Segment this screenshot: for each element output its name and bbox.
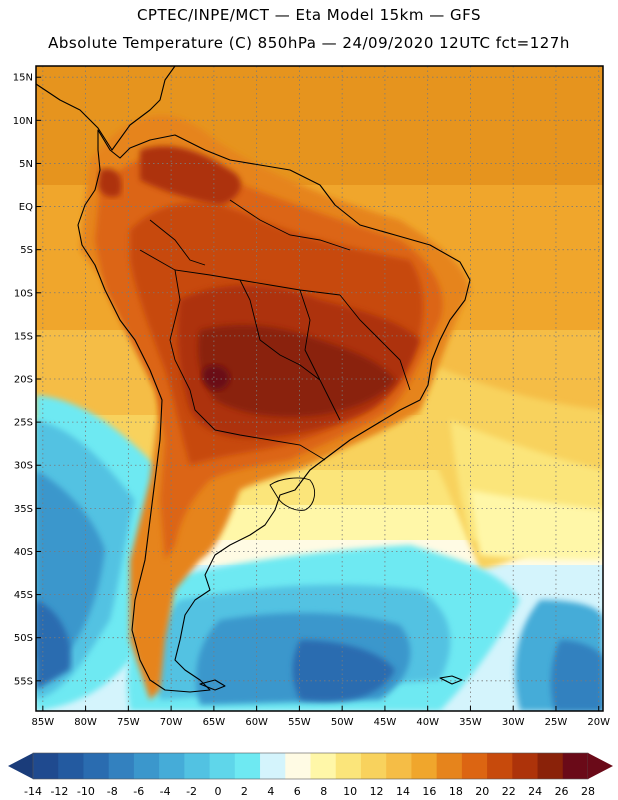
lon-label: 35W xyxy=(459,717,482,728)
colorbar-label: 26 xyxy=(555,785,569,798)
lat-label: 20S xyxy=(14,375,33,386)
colorbar-swatch xyxy=(184,753,211,779)
colorbar-label: -2 xyxy=(186,785,197,798)
colorbar-label: 20 xyxy=(475,785,489,798)
map-title-line-2: Absolute Temperature (C) 850hPa — 24/09/… xyxy=(48,34,570,52)
colorbar-label: 16 xyxy=(422,785,436,798)
lon-label: 60W xyxy=(245,717,268,728)
colorbar-swatch xyxy=(285,753,311,779)
colorbar-swatch xyxy=(461,753,488,779)
colorbar-swatch xyxy=(562,753,589,779)
lon-label: 20W xyxy=(587,717,610,728)
colorbar-label: -12 xyxy=(50,785,68,798)
lat-label: 10N xyxy=(13,116,33,127)
lat-label: 15S xyxy=(14,331,33,342)
lon-label: 45W xyxy=(374,717,397,728)
map-title-line-1: CPTEC/INPE/MCT — Eta Model 15km — GFS xyxy=(136,6,482,24)
latitude-labels: 15N 10N 5N EQ 5S 10S 15S 20S 25S 30S 35S 40S 45S 50S 5… xyxy=(13,73,41,687)
colorbar-label: 6 xyxy=(294,785,301,798)
colorbar-swatch xyxy=(133,753,160,779)
lat-label: 45S xyxy=(14,590,33,601)
colorbar-swatch xyxy=(335,753,362,779)
colorbar-label: 4 xyxy=(267,785,274,798)
lon-label: 40W xyxy=(416,717,439,728)
lat-label: 5N xyxy=(19,159,33,170)
colorbar-swatch xyxy=(537,753,564,779)
longitude-labels: 85W 80W 75W 70W 65W 60W 55W 50W 45W 40W 35W 30W 25W 2… xyxy=(32,706,610,728)
lon-label: 85W xyxy=(32,717,55,728)
colorbar-swatch xyxy=(33,753,59,779)
lat-label: 50S xyxy=(14,633,33,644)
colorbar-swatch xyxy=(487,753,513,779)
colorbar-label: 14 xyxy=(396,785,410,798)
colorbar: -14 -12 -10 -8 -6 -4 -2 0 2 4 6 8 10 12 14 16 18 20 22 24 26… xyxy=(8,752,613,798)
colorbar-swatch xyxy=(360,753,387,779)
lon-label: 30W xyxy=(502,717,525,728)
colorbar-label: -8 xyxy=(107,785,118,798)
lat-label: 5S xyxy=(20,245,33,256)
colorbar-swatch xyxy=(310,753,337,779)
colorbar-swatch xyxy=(58,753,84,779)
map-frame xyxy=(35,65,604,712)
colorbar-label: 8 xyxy=(320,785,327,798)
colorbar-label: 28 xyxy=(581,785,595,798)
lat-label: EQ xyxy=(19,202,33,213)
colorbar-label: 12 xyxy=(370,785,384,798)
colorbar-swatch xyxy=(512,753,539,779)
lon-label: 70W xyxy=(160,717,183,728)
colorbar-label: 10 xyxy=(343,785,357,798)
colorbar-label: -4 xyxy=(160,785,171,798)
colorbar-swatch xyxy=(411,753,438,779)
colorbar-label: 24 xyxy=(528,785,542,798)
colorbar-label: 2 xyxy=(241,785,248,798)
colorbar-swatch xyxy=(159,753,185,779)
colorbar-swatch xyxy=(234,753,261,779)
lat-label: 15N xyxy=(13,73,33,84)
colorbar-label: 18 xyxy=(449,785,463,798)
lon-label: 50W xyxy=(331,717,354,728)
lat-label: 40S xyxy=(14,547,33,558)
lon-label: 55W xyxy=(288,717,311,728)
lat-label: 35S xyxy=(14,504,33,515)
lon-label: 25W xyxy=(545,717,568,728)
colorbar-high-arrow xyxy=(588,753,613,779)
country-borders xyxy=(139,199,411,511)
lat-label: 55S xyxy=(14,676,33,687)
lat-label: 25S xyxy=(14,418,33,429)
lat-label: 10S xyxy=(14,288,33,299)
temperature-field xyxy=(36,66,603,711)
colorbar-swatch xyxy=(260,753,286,779)
colorbar-label: 0 xyxy=(215,785,222,798)
colorbar-low-arrow xyxy=(8,753,33,779)
colorbar-swatch xyxy=(83,753,110,779)
colorbar-swatch xyxy=(209,753,236,779)
lon-label: 75W xyxy=(117,717,140,728)
colorbar-label: -14 xyxy=(24,785,42,798)
coastline xyxy=(35,65,471,693)
colorbar-label: 22 xyxy=(502,785,516,798)
colorbar-swatch xyxy=(386,753,412,779)
colorbar-swatch xyxy=(108,753,135,779)
colorbar-label: -10 xyxy=(77,785,95,798)
lon-label: 65W xyxy=(203,717,226,728)
colorbar-label: -6 xyxy=(133,785,144,798)
colorbar-swatch xyxy=(436,753,463,779)
lat-label: 30S xyxy=(14,461,33,472)
lon-label: 80W xyxy=(74,717,97,728)
